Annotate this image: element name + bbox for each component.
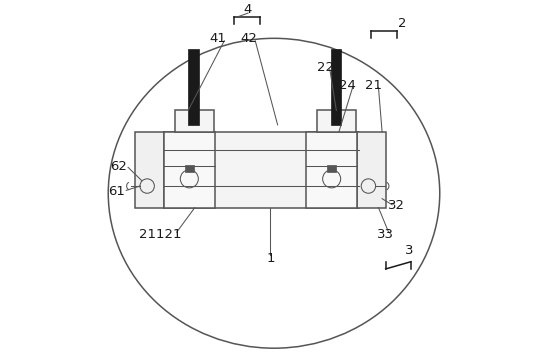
Text: 21121: 21121 [139, 228, 182, 241]
Bar [327, 165, 336, 172]
Text: 61: 61 [108, 185, 124, 198]
Bar [164, 132, 215, 208]
Text: 42: 42 [241, 32, 257, 45]
Text: 32: 32 [388, 199, 405, 212]
Text: 21: 21 [364, 79, 381, 92]
Bar [185, 165, 193, 172]
Text: 33: 33 [377, 228, 394, 241]
Text: 1: 1 [266, 252, 275, 265]
Bar [175, 110, 214, 132]
Text: 22: 22 [317, 61, 334, 74]
Text: 24: 24 [339, 79, 356, 92]
Text: 2: 2 [398, 17, 406, 31]
Text: 3: 3 [405, 244, 413, 257]
Text: 4: 4 [244, 3, 252, 16]
Bar [317, 110, 356, 132]
Bar [135, 132, 164, 208]
Bar [330, 49, 341, 125]
Bar [306, 132, 357, 208]
Text: 41: 41 [210, 32, 226, 45]
Bar [189, 49, 199, 125]
Bar [357, 132, 386, 208]
Bar [164, 132, 359, 208]
Text: 62: 62 [110, 160, 127, 173]
